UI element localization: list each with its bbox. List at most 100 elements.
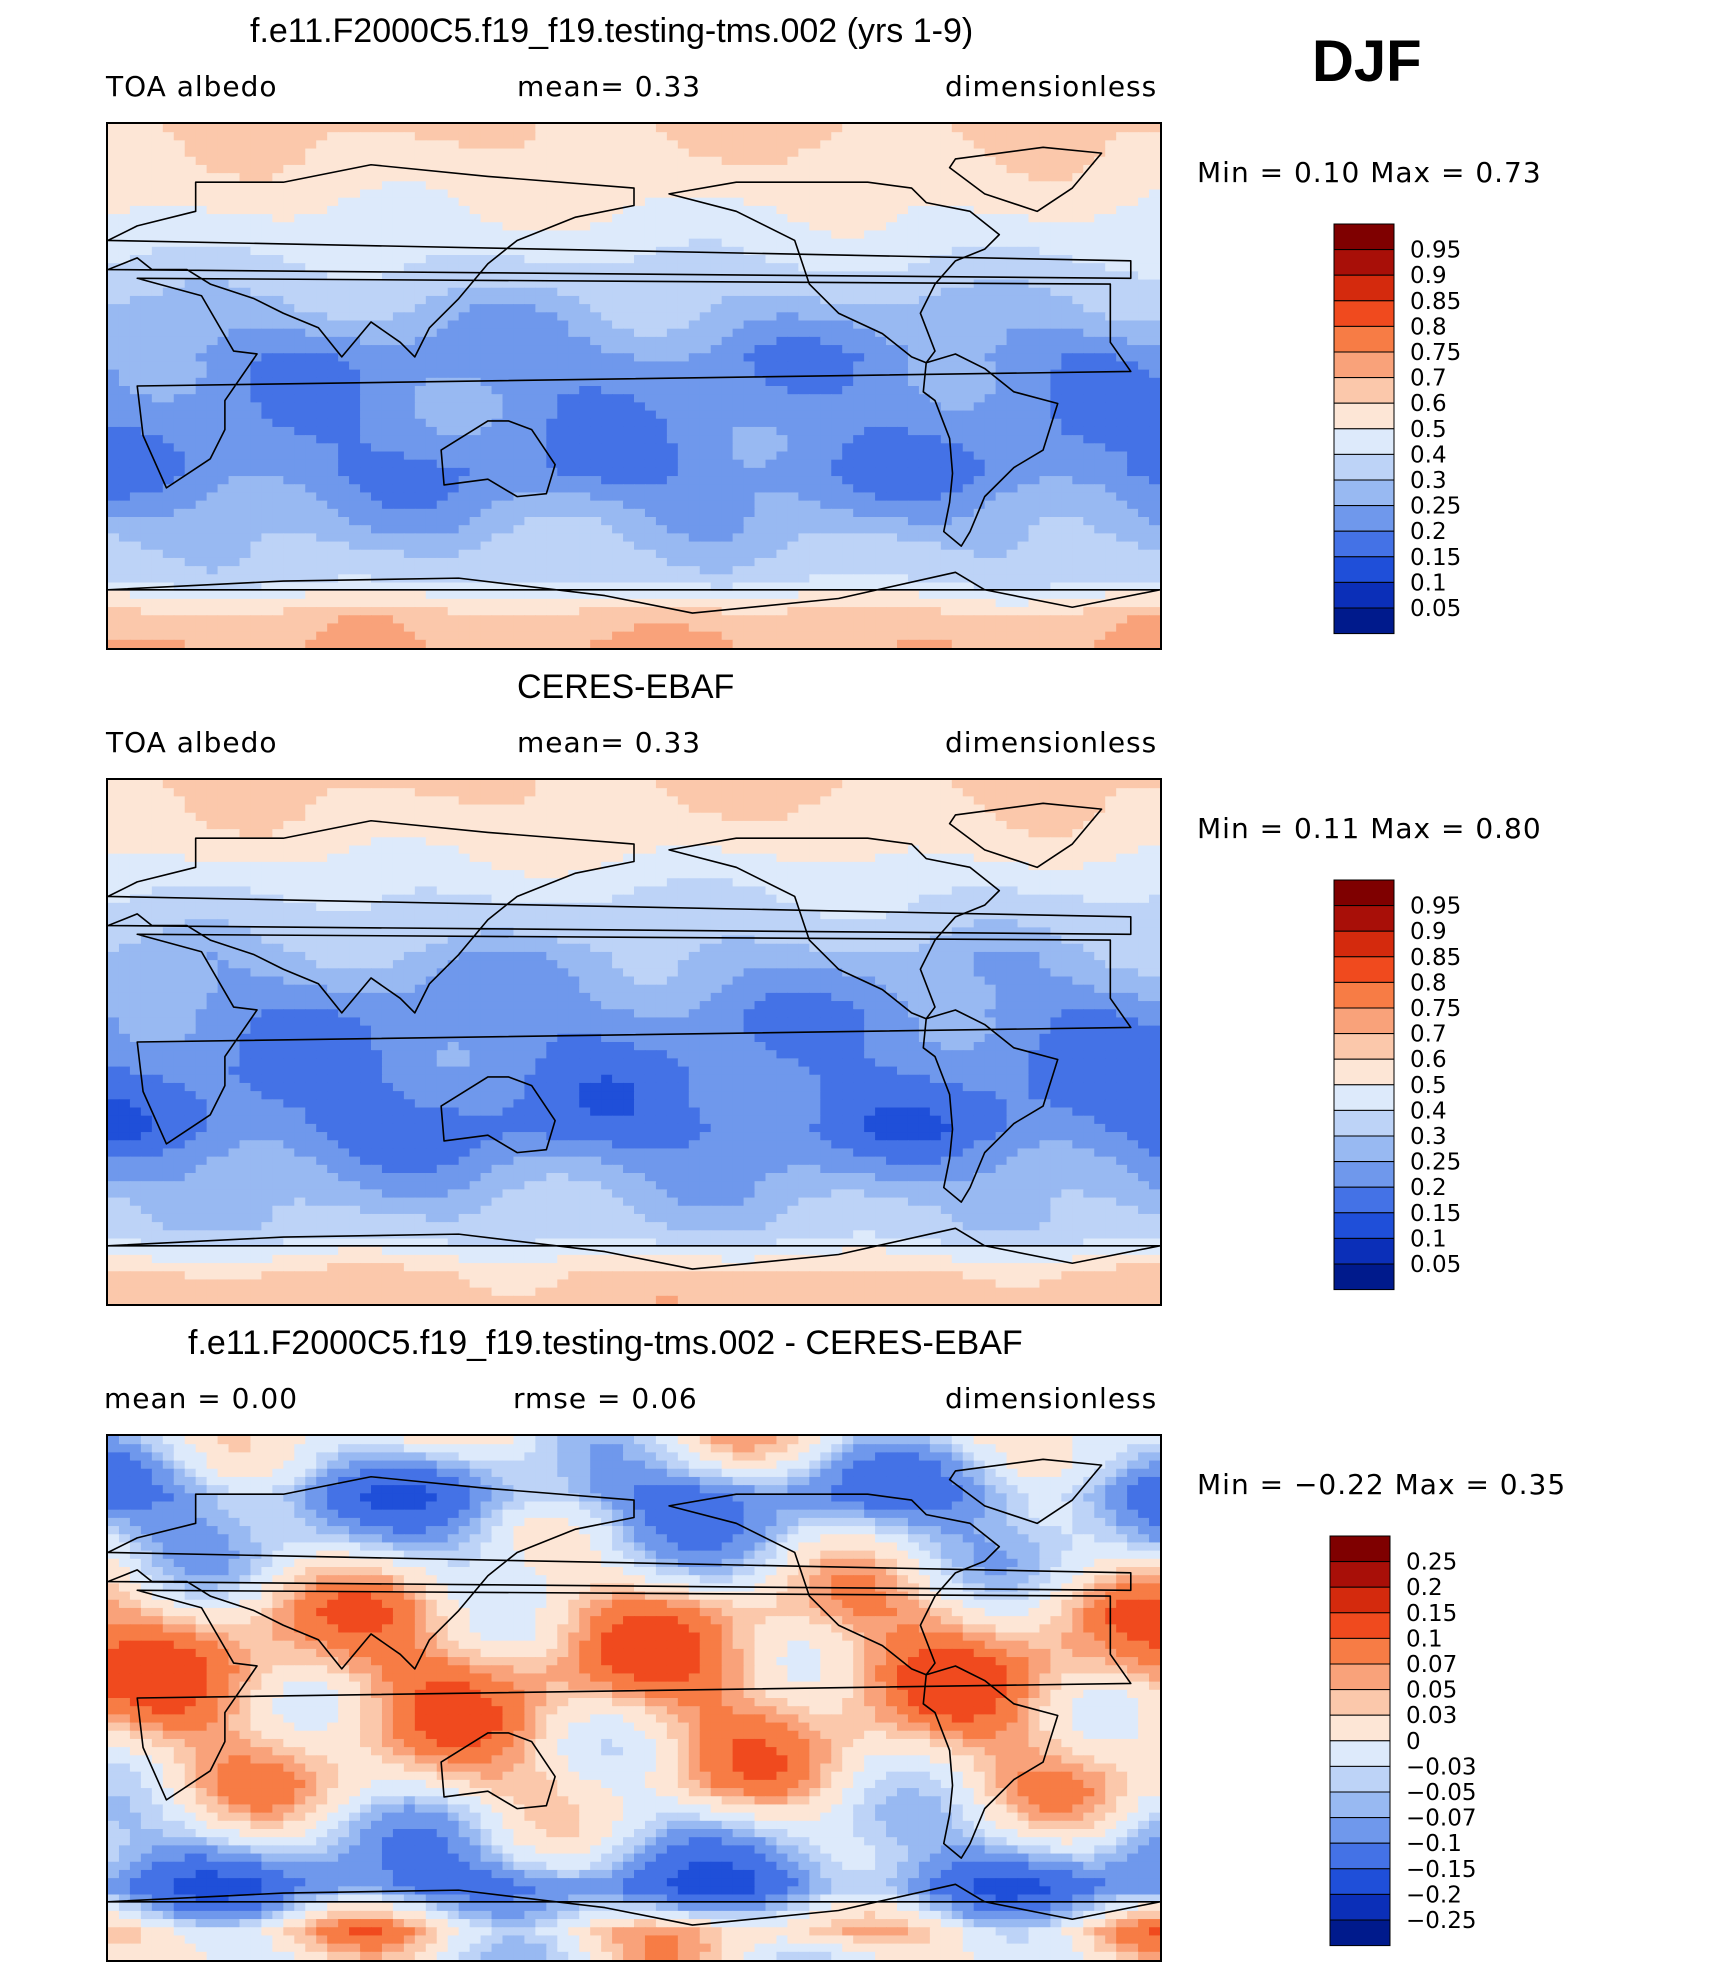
map-cell bbox=[491, 533, 504, 543]
map-cell bbox=[721, 345, 734, 354]
map-cell bbox=[710, 214, 723, 223]
map-cell bbox=[195, 484, 208, 494]
map-cell bbox=[590, 164, 602, 174]
map-cell bbox=[1006, 189, 1019, 199]
map-cell bbox=[151, 476, 164, 485]
map-cell bbox=[195, 246, 208, 256]
map-cell bbox=[655, 295, 668, 305]
map-cell bbox=[1083, 443, 1095, 453]
map-cell bbox=[831, 394, 843, 403]
map-cell bbox=[1039, 295, 1052, 305]
map-cell bbox=[305, 336, 317, 346]
map-cell bbox=[886, 394, 898, 403]
map-cell bbox=[962, 517, 975, 526]
map-cell bbox=[798, 173, 810, 182]
map-cell bbox=[732, 173, 745, 182]
map-cell bbox=[568, 361, 580, 371]
map-cell bbox=[973, 132, 986, 141]
map-cell bbox=[217, 124, 230, 133]
map-cell bbox=[283, 312, 295, 322]
map-cell bbox=[162, 525, 175, 534]
map-cell bbox=[1072, 181, 1084, 191]
map-cell bbox=[118, 369, 131, 379]
map-cell bbox=[360, 533, 372, 543]
map-cell bbox=[1017, 345, 1030, 354]
map-cell bbox=[623, 492, 635, 502]
map-cell bbox=[1017, 263, 1030, 272]
map-cell bbox=[1105, 132, 1117, 141]
map-cell bbox=[513, 197, 526, 207]
map-cell bbox=[1039, 132, 1052, 141]
map-cell bbox=[129, 402, 142, 412]
map-cell bbox=[206, 287, 219, 297]
map-cell bbox=[721, 418, 734, 428]
map-cell bbox=[776, 205, 789, 215]
map-cell bbox=[973, 345, 986, 354]
map-cell bbox=[1006, 132, 1019, 141]
map-cell bbox=[655, 353, 668, 363]
map-cell bbox=[436, 500, 449, 510]
map-cell bbox=[162, 377, 175, 387]
map-cell bbox=[765, 164, 778, 174]
map-cell bbox=[710, 164, 723, 174]
map-cell bbox=[579, 418, 591, 428]
map-cell bbox=[1061, 197, 1073, 207]
map-cell bbox=[699, 197, 712, 207]
map-cell bbox=[787, 181, 799, 191]
map-cell bbox=[272, 255, 284, 264]
map-cell bbox=[776, 295, 789, 305]
map-cell bbox=[1149, 279, 1160, 289]
map-cell bbox=[634, 173, 646, 182]
map-cell bbox=[338, 320, 350, 330]
map-cell bbox=[918, 214, 931, 223]
map-cell bbox=[1028, 140, 1041, 150]
map-cell bbox=[217, 484, 230, 494]
map-cell bbox=[524, 328, 536, 338]
map-cell bbox=[173, 410, 186, 420]
map-cell bbox=[173, 386, 186, 395]
map-cell bbox=[173, 255, 186, 264]
map-cell bbox=[392, 181, 405, 191]
map-cell bbox=[765, 230, 778, 240]
map-cell bbox=[1072, 435, 1084, 444]
map-cell bbox=[1116, 156, 1128, 166]
map-cell bbox=[1028, 148, 1041, 158]
map-cell bbox=[798, 205, 810, 215]
map-cell bbox=[458, 418, 471, 428]
map-cell bbox=[228, 377, 241, 387]
map-cell bbox=[108, 295, 120, 305]
map-cell bbox=[995, 451, 1008, 461]
map-cell bbox=[217, 386, 230, 395]
map-cell bbox=[776, 394, 789, 403]
map-cell bbox=[655, 500, 668, 510]
map-cell bbox=[1050, 320, 1062, 330]
map-cell bbox=[590, 361, 602, 371]
map-cell bbox=[184, 476, 197, 485]
map-cell bbox=[557, 222, 569, 232]
map-cell bbox=[108, 426, 120, 436]
map-cell bbox=[634, 533, 646, 543]
map-cell bbox=[601, 238, 613, 248]
map-cell bbox=[732, 328, 745, 338]
map-cell bbox=[239, 484, 252, 494]
map-cell bbox=[1083, 304, 1095, 313]
map-cell bbox=[962, 156, 975, 166]
map-cell bbox=[721, 164, 734, 174]
map-cell bbox=[118, 508, 131, 518]
map-cell bbox=[699, 312, 712, 322]
map-cell bbox=[108, 132, 120, 141]
map-cell bbox=[546, 345, 558, 354]
map-cell bbox=[666, 508, 679, 518]
map-cell bbox=[984, 173, 997, 182]
map-cell bbox=[875, 533, 887, 543]
map-cell bbox=[513, 238, 526, 248]
map-cell bbox=[184, 492, 197, 502]
map-cell bbox=[875, 435, 887, 444]
map-cell bbox=[349, 230, 361, 240]
map-cell bbox=[294, 451, 306, 461]
map-cell bbox=[1149, 369, 1160, 379]
map-cell bbox=[129, 369, 142, 379]
map-cell bbox=[535, 418, 547, 428]
map-cell bbox=[557, 328, 569, 338]
map-cell bbox=[250, 345, 263, 354]
